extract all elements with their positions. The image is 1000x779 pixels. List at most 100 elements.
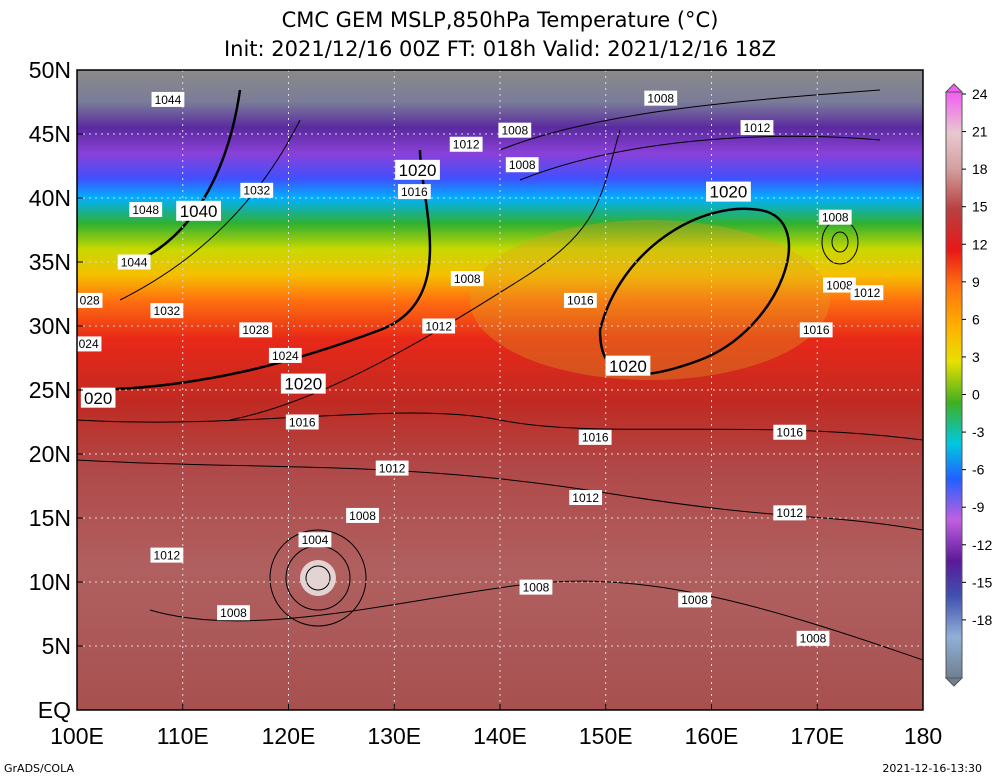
isobar-label-box	[240, 182, 274, 198]
isobar-label-text: 1032	[154, 304, 181, 318]
isobar-label-box	[117, 254, 151, 270]
colorbar-tick-label: 15	[972, 199, 988, 215]
isobar-label-text: 1008	[349, 509, 376, 523]
isobar-label: 1048	[129, 202, 163, 218]
typhoon-ring	[305, 565, 331, 591]
lon-tick-label: 100E	[50, 723, 104, 749]
isobar-label: 024	[75, 336, 102, 352]
isobar-label-text: 1044	[155, 93, 182, 107]
isobar-label-text: 1008	[681, 593, 708, 607]
isobar-label-text: 1016	[567, 294, 594, 308]
lon-tick-label: 170E	[790, 723, 844, 749]
isobar-label-text: 1008	[647, 91, 674, 105]
isobar-label-text: 028	[80, 294, 100, 308]
isobar-label: 1008	[678, 592, 711, 608]
latitude-axis: 50N 45N 40N 35N 30N 25N 20N 15N 10N 5N EQ	[29, 57, 83, 723]
colorbar-tick-label: -3	[972, 424, 985, 440]
isobar-label-box	[563, 292, 597, 308]
colorbar-tick-label: 0	[972, 387, 980, 403]
isobar-label-box	[298, 532, 332, 548]
lon-tick-label: 180	[904, 723, 942, 749]
isobar-label-box	[850, 285, 884, 301]
isobar-label-box	[773, 505, 807, 521]
isobar-label-box	[346, 507, 379, 523]
isobar-label-text: 1008	[800, 632, 827, 646]
isobar-label: 1008	[498, 122, 532, 138]
isobar-label-box	[799, 322, 833, 338]
lon-tick-label: 160E	[685, 723, 739, 749]
isobar-label-text: 020	[84, 389, 112, 408]
typhoon-ring	[269, 529, 367, 627]
isobar-label-text: 024	[79, 337, 99, 351]
isobar-label-box	[76, 292, 103, 308]
isobar-label-box	[80, 387, 116, 408]
isobar-label: 1012	[569, 490, 603, 506]
isobar-label-box	[151, 91, 185, 107]
isobar-label: 1044	[151, 91, 185, 107]
isobar-1020-line	[79, 149, 432, 392]
lat-tick-label: 40N	[29, 185, 71, 211]
lon-tick-label: 150E	[579, 723, 633, 749]
isobar-label: 1024	[268, 347, 302, 363]
isobar-label: 1028	[239, 322, 273, 338]
isobar-label-box	[678, 592, 711, 608]
isobar-label-box	[150, 547, 184, 563]
isobar-label-text: 1012	[744, 121, 771, 135]
colorbar-tick-label: -9	[972, 499, 985, 515]
lat-tick-label: 35N	[29, 249, 71, 275]
colorbar-tick-label: -15	[972, 574, 992, 590]
footer-timestamp: 2021-12-16-13:30	[882, 762, 982, 775]
isobar-label-box	[605, 355, 651, 376]
colorbar-tick-label: 24	[972, 86, 988, 102]
isobar-1008-line	[499, 89, 881, 151]
colorbar-tick-label: 21	[972, 124, 988, 140]
isobar-label-box	[450, 271, 484, 287]
isobar-label-box	[268, 347, 302, 363]
lon-tick-label: 110E	[157, 723, 209, 749]
isobar-label-text: 1012	[453, 138, 480, 152]
lon-tick-label: 120E	[262, 723, 316, 749]
isobar-label-text: 1008	[220, 606, 247, 620]
isobar-label-text: 1016	[776, 426, 803, 440]
colorbar-labels: 24 21 18 15 12 9 6 3 0 -3 -6 -9 -12 -15 -18	[962, 86, 992, 628]
isobar-label-text: 1044	[121, 255, 148, 269]
isobar-label-text: 1032	[243, 184, 270, 198]
isobar-label: 1012	[740, 120, 774, 136]
isobar-label-box	[505, 157, 539, 173]
isobar-label-text: 1008	[826, 278, 853, 292]
isobar-label: 1012	[422, 318, 456, 334]
isobar-label: 1032	[150, 303, 184, 319]
isobar-label: 1012	[773, 505, 807, 521]
isobar-label: 1044	[117, 254, 151, 270]
isobar-label-text: 1008	[454, 272, 481, 286]
isobar-label-box	[239, 322, 273, 338]
isobar-label-text: 1020	[399, 161, 437, 180]
isobar-label: 1012	[375, 460, 409, 476]
isobar-label-text: 1028	[242, 323, 269, 337]
map-subtitle: Init: 2021/12/16 00Z FT: 018h Valid: 202…	[223, 37, 777, 61]
longitude-axis: 100E 110E 120E 130E 140E 150E 160E 170E 180	[50, 704, 942, 749]
isobar-label-box	[449, 136, 483, 152]
isobar-label: 1008	[505, 157, 539, 173]
isobar-label-box	[519, 579, 553, 595]
isobar-label-box	[569, 490, 603, 506]
isobar-label: 1020	[706, 181, 751, 202]
lat-tick-label: 5N	[42, 633, 71, 659]
isobar-label-box	[578, 429, 612, 445]
isobar-label-text: 1016	[803, 323, 830, 337]
isobar-label-box	[150, 303, 184, 319]
isobar-label: 1012	[850, 285, 884, 301]
isobar-label-text: 1020	[710, 183, 748, 202]
isobar-label: 028	[76, 292, 103, 308]
isobar-label-text: 1012	[854, 286, 881, 300]
isobar-1012-line	[77, 459, 923, 531]
isobar-label: 1008	[823, 277, 856, 293]
isobar-label-box	[176, 200, 222, 221]
lat-tick-label: 10N	[29, 569, 71, 595]
isobar-label-box	[397, 184, 431, 200]
isobar-label-box	[498, 122, 532, 138]
isobar-label: 1040	[176, 200, 222, 221]
isobar-label: 1008	[644, 90, 678, 106]
isobar-label-box	[285, 414, 319, 430]
